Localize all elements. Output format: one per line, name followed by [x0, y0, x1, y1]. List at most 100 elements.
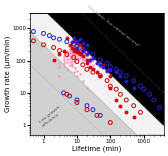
- Point: [66, 50, 68, 52]
- Point: [92, 68, 94, 71]
- Point: [76, 49, 78, 51]
- Point: [76, 101, 78, 104]
- Point: [72, 43, 75, 45]
- Point: [72, 48, 75, 51]
- Point: [52, 37, 55, 39]
- Point: [72, 71, 75, 73]
- Point: [76, 44, 78, 46]
- Point: [62, 66, 65, 68]
- Point: [77, 51, 80, 54]
- Point: [115, 71, 118, 73]
- Point: [77, 46, 80, 49]
- Point: [99, 114, 102, 117]
- Point: [78, 73, 81, 75]
- Point: [115, 68, 118, 71]
- Point: [74, 53, 77, 55]
- Point: [42, 44, 45, 46]
- Point: [70, 59, 73, 62]
- Point: [76, 53, 78, 56]
- Point: [86, 51, 88, 53]
- Point: [109, 74, 112, 77]
- Point: [148, 93, 151, 96]
- Point: [68, 44, 71, 46]
- Point: [109, 68, 112, 71]
- Point: [79, 49, 82, 51]
- Point: [92, 53, 94, 56]
- Point: [89, 57, 92, 59]
- Point: [86, 59, 88, 61]
- Point: [86, 44, 88, 46]
- Point: [74, 45, 77, 47]
- Point: [139, 111, 142, 114]
- Point: [72, 56, 75, 58]
- Point: [76, 39, 78, 42]
- Point: [89, 66, 92, 68]
- Point: [76, 60, 78, 63]
- Point: [84, 56, 87, 58]
- Point: [81, 53, 84, 56]
- Point: [68, 61, 71, 63]
- Point: [92, 108, 94, 111]
- Point: [78, 53, 81, 56]
- Point: [72, 39, 75, 42]
- Point: [77, 57, 80, 60]
- Point: [76, 46, 78, 49]
- Point: [142, 88, 145, 90]
- Point: [81, 56, 84, 59]
- Point: [70, 50, 73, 53]
- Point: [66, 68, 68, 71]
- Point: [68, 50, 71, 52]
- Point: [77, 54, 80, 56]
- Point: [86, 59, 88, 61]
- Point: [66, 93, 68, 96]
- Point: [76, 46, 78, 49]
- Point: [66, 40, 68, 43]
- Point: [62, 56, 65, 58]
- Point: [62, 62, 65, 64]
- Point: [68, 95, 71, 97]
- Point: [76, 41, 78, 44]
- Point: [72, 53, 75, 55]
- Point: [99, 62, 102, 64]
- Point: [125, 79, 128, 82]
- Point: [76, 99, 78, 101]
- Point: [81, 59, 84, 62]
- Point: [158, 106, 161, 109]
- Point: [99, 59, 102, 61]
- Point: [115, 88, 118, 90]
- Point: [78, 53, 81, 56]
- Point: [70, 63, 73, 65]
- Point: [106, 68, 108, 71]
- Point: [92, 56, 94, 59]
- Point: [86, 55, 88, 57]
- Point: [76, 74, 78, 77]
- Text: Low growth
efficiency: Low growth efficiency: [38, 106, 64, 128]
- Point: [81, 49, 84, 52]
- Point: [32, 30, 35, 33]
- Point: [109, 121, 112, 124]
- Point: [72, 49, 75, 52]
- Point: [77, 49, 80, 52]
- Point: [66, 53, 68, 56]
- Point: [62, 92, 65, 94]
- Point: [58, 49, 61, 52]
- Polygon shape: [30, 0, 164, 125]
- Point: [96, 62, 98, 64]
- Point: [77, 49, 80, 51]
- Y-axis label: Growth rate (μm/min): Growth rate (μm/min): [4, 36, 11, 112]
- Polygon shape: [30, 32, 164, 156]
- Point: [86, 68, 88, 71]
- Point: [72, 59, 75, 62]
- Point: [99, 64, 102, 66]
- Point: [74, 48, 77, 50]
- Point: [58, 62, 61, 64]
- Point: [84, 53, 87, 55]
- Point: [81, 64, 84, 66]
- Point: [70, 48, 73, 51]
- X-axis label: Lifetime (min): Lifetime (min): [72, 145, 122, 152]
- Point: [96, 114, 98, 117]
- Point: [109, 66, 112, 68]
- Point: [96, 71, 98, 73]
- Point: [99, 74, 102, 77]
- Point: [68, 63, 71, 66]
